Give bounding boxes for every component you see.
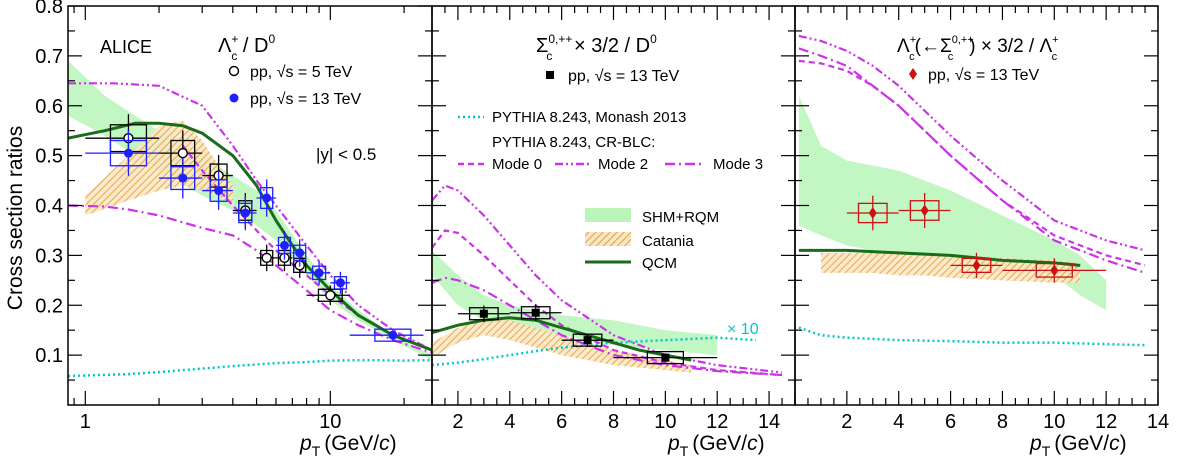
data-point-pp13 [279,240,289,250]
legend-label-qcm: QCM [642,255,677,272]
catania-band [432,317,692,373]
legend-label-shm: SHM+RQM [642,209,719,226]
y-tick-label: 0.2 [35,295,63,317]
data-point-pp5 [261,252,272,264]
legend-label-mode0: Mode 0 [492,156,542,173]
data-point-pp5 [177,147,189,159]
legend-swatch-shm [585,208,631,222]
cr-blc-mode2-line [798,34,1146,252]
x-tick-label: 4 [504,411,515,433]
monash-scale-label: × 10 [727,321,759,338]
data-point-pp13 [178,173,188,183]
data-point-pp13 [123,148,133,158]
data-point-pp13 [388,330,398,340]
data-point-pp13 [1050,264,1059,277]
legend-label-pp13-mid: pp, √s = 13 TeV [568,68,680,85]
pythia-monash-line [798,326,1146,347]
panel-lambdac-from-sigmac-over-lambdac: 2 4 6 8 10 12 14 [794,5,1169,433]
left-legend: ALICE Λ+ c / D0 pp, √s = 5 TeV pp, √s = 1… [100,32,376,164]
x-tick-label: 4 [893,411,904,433]
data-point-pp13 [335,278,345,288]
shm-rqm-band [432,250,718,356]
x-tick-label: 10 [319,411,341,433]
legend-label-pp13: pp, √s = 13 TeV [250,91,362,108]
data-point-pp13 [479,309,488,318]
right-panel-title: Λ+ c(←Σ0,++ c) × 3/2 / Λ+ c [897,34,1059,63]
x-tick-label: 8 [997,411,1008,433]
x-tick-label: 14 [758,411,780,433]
plot-area [798,34,1146,347]
cr-blc-mode2-line [68,82,432,352]
y-tick-label: 0.6 [35,96,63,118]
legend-swatch-catania [585,232,631,246]
cr-blc-mode3-line [68,204,432,354]
left-panel-title: Λ+ c / D0 [218,32,276,63]
legend-marker-pp13-right [909,68,917,80]
svg-text:pT(GeV/c): pT (GeV/c) [667,432,765,459]
y-tick-label: 0.4 [35,196,63,218]
rapidity-annotation: |y| < 0.5 [316,145,376,164]
x-tick-label: 8 [608,411,619,433]
x-tick-label: 10 [1043,411,1065,433]
legend-marker-pp13 [229,93,239,103]
legend-label-mode3: Mode 3 [713,156,763,173]
middle-panel-title: Σ0,++ c × 3/2 / D0 [536,32,657,63]
catania-band [85,120,233,216]
x-axis-title-right: pT (GeV/c) [1029,432,1127,459]
x-axis-title-left: pT (GeV/c) [299,432,397,459]
x-tick-label: 10 [654,411,676,433]
panel-lambdac-over-d0: 0.1 0.2 0.3 0.4 0.5 0.6 0.7 0.8 1 10 [35,0,433,433]
cr-blc-mode3-line [798,47,1146,274]
data-point-pp13 [661,353,670,362]
data-point-pp13 [262,193,272,203]
cr-blc-mode0-line [798,59,1146,267]
legend-label-catania: Catania [642,233,694,250]
legend-label-crblc: PYTHIA 8.243, CR-BLC: [492,134,655,151]
panel-sigmac-over-d0: 2 4 6 8 10 12 14 [431,5,796,433]
legend-marker-pp13-mid [546,71,554,79]
x-tick-label: 6 [945,411,956,433]
middle-legend: Σ0,++ c × 3/2 / D0 pp, √s = 13 TeV PYTHIA… [458,32,763,338]
experiment-label: ALICE [100,37,152,57]
x-tick-label: 12 [1095,411,1117,433]
pythia-monash-line [68,358,432,378]
x-tick-label: 2 [841,411,852,433]
y-tick-label: 0.1 [35,345,63,367]
data-point-pp13 [214,186,224,196]
legend-label-pp5: pp, √s = 5 TeV [250,64,353,81]
y-tick-label: 0.8 [35,0,63,18]
qcm-line [68,121,432,352]
x-tick-label: 1 [80,411,91,433]
data-point-pp13 [972,259,981,272]
svg-text:pT(GeV/c): pT (GeV/c) [1029,432,1127,459]
right-legend: Λ+ c(←Σ0,++ c) × 3/2 / Λ+ c pp, √s = 13 TeV [897,34,1059,84]
y-tick-label: 0.7 [35,46,63,68]
data-point-pp13 [240,208,250,218]
data-point-pp13 [314,268,324,278]
legend-marker-pp5 [228,65,240,77]
y-tick-label: 0.3 [35,245,63,267]
x-tick-label: 14 [1147,411,1169,433]
legend-label-pp13-right: pp, √s = 13 TeV [928,67,1040,84]
plot-area [432,184,783,377]
x-tick-label: 6 [556,411,567,433]
data-point-pp5 [325,290,336,301]
x-tick-label: 12 [706,411,728,433]
y-axis-label: Cross section ratios [4,126,27,310]
data-point-pp13 [868,206,877,219]
svg-text:pT(GeV/c): pT (GeV/c) [299,432,397,459]
legend-label-mode2: Mode 2 [598,156,648,173]
plot-area [68,60,432,378]
data-point-pp13 [295,248,305,258]
data-point-pp13 [531,308,540,317]
y-tick-label: 0.5 [35,146,63,168]
x-tick-label: 2 [452,411,463,433]
data-point-pp13 [920,204,929,217]
x-axis-title-middle: pT (GeV/c) [667,432,765,459]
shm-rqm-band [798,95,1107,311]
legend-label-monash: PYTHIA 8.243, Monash 2013 [492,109,686,126]
pythia-monash-line [432,336,757,367]
data-point-pp13 [583,336,592,345]
